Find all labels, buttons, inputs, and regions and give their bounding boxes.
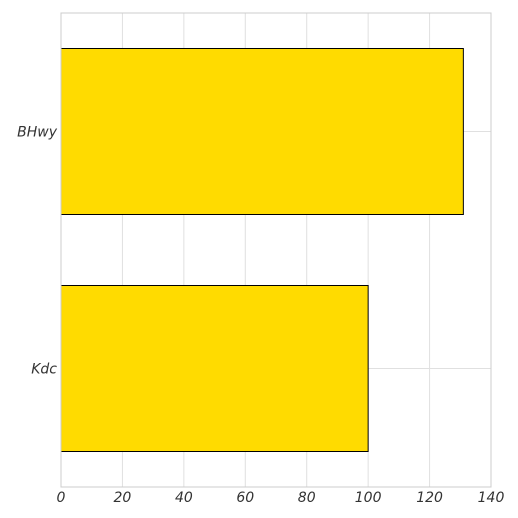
x-tick-label: 80 — [298, 490, 316, 506]
y-axis-ticks: BHwy Kdc — [17, 125, 58, 378]
x-tick-label: 60 — [236, 490, 254, 506]
x-tick-label: 40 — [175, 490, 193, 506]
x-tick-label: 100 — [355, 490, 382, 506]
bar-bhwy — [60, 48, 464, 215]
x-tick-label: 120 — [416, 490, 443, 506]
bars — [60, 48, 464, 452]
bar-kdc — [60, 285, 369, 452]
x-tick-label: 0 — [57, 490, 66, 506]
y-tick-label: Kdc — [31, 362, 57, 378]
x-tick-label: 140 — [478, 490, 505, 506]
x-axis-ticks: 0 20 40 60 80 100 120 140 — [57, 490, 505, 506]
plot-area-frame — [60, 12, 492, 488]
y-tick-label: BHwy — [17, 125, 58, 141]
x-tick-label: 20 — [114, 490, 132, 506]
